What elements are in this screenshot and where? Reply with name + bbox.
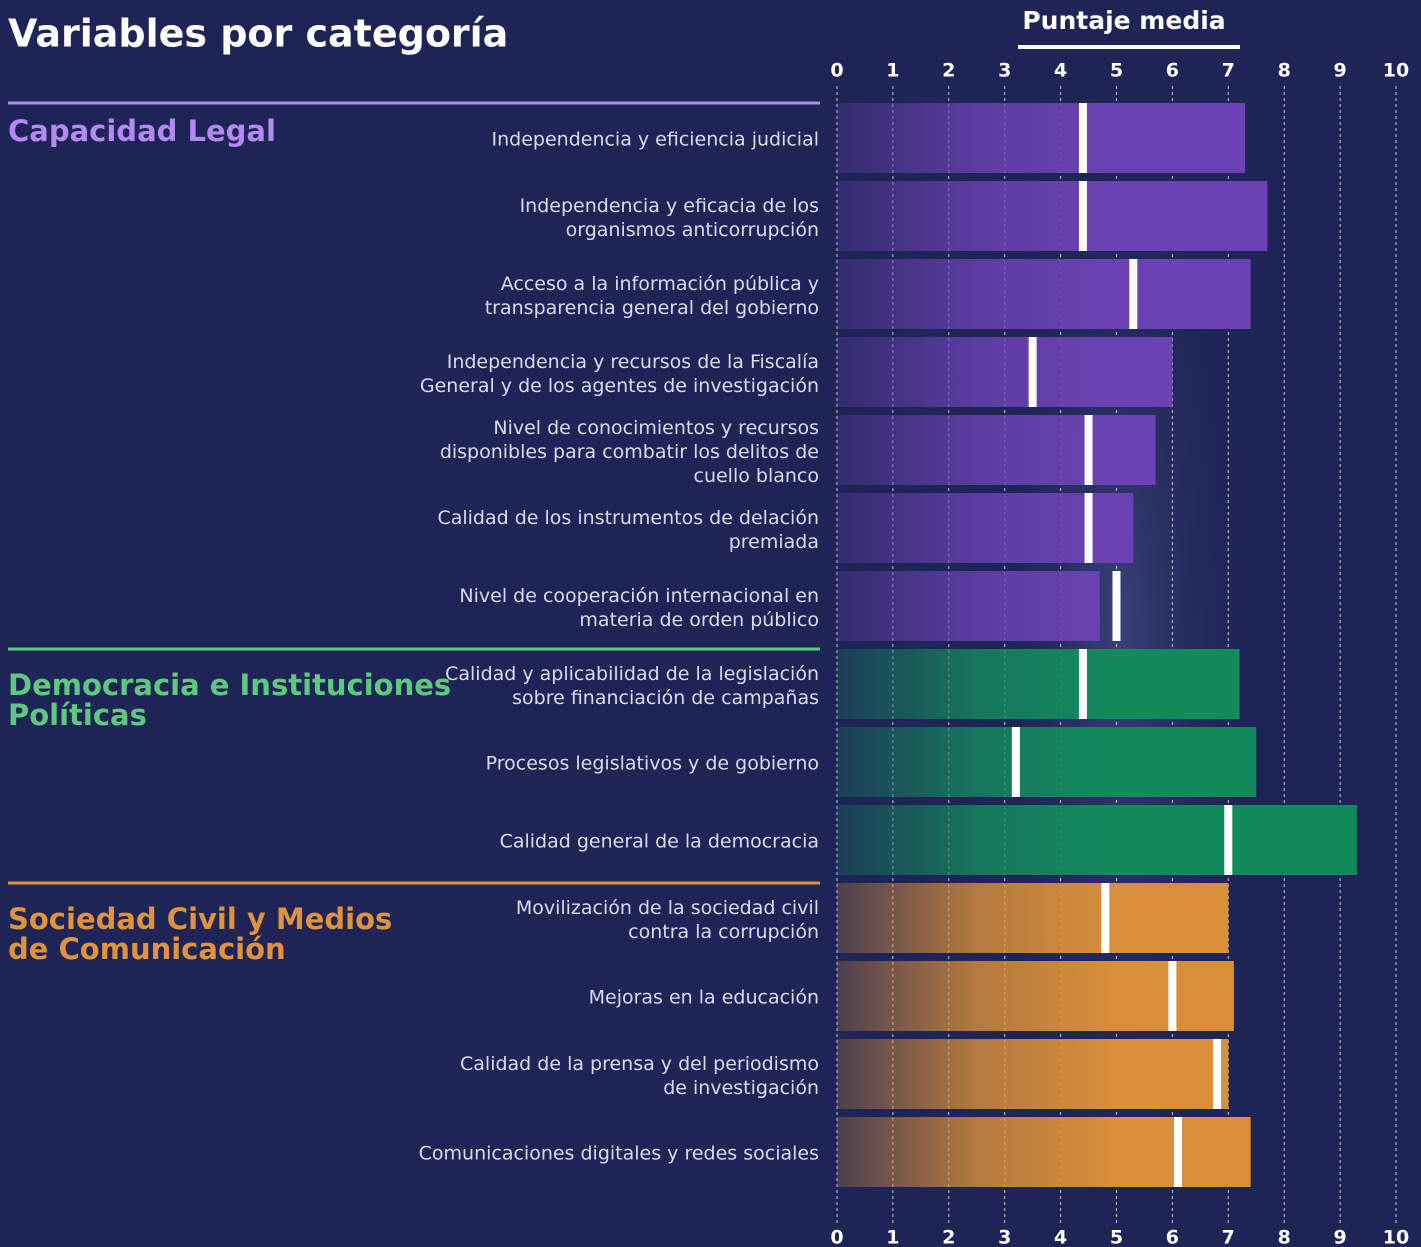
bar — [837, 259, 1251, 329]
x-tick-label: 1 — [886, 1227, 899, 1247]
x-tick-label: 2 — [942, 60, 955, 82]
x-tick-label: 0 — [830, 60, 843, 82]
x-tick-label: 3 — [998, 1227, 1011, 1247]
x-tick-label: 4 — [1054, 1227, 1067, 1247]
x-tick-label: 9 — [1333, 1227, 1346, 1247]
x-tick-label: 6 — [1166, 1227, 1179, 1247]
marker — [1224, 805, 1233, 875]
chart-title: Variables por categoría — [8, 12, 508, 56]
x-tick-label: 8 — [1278, 1227, 1291, 1247]
row-label: Mejoras en la educación — [589, 987, 819, 1009]
marker — [1078, 181, 1087, 251]
x-tick-label: 7 — [1222, 1227, 1235, 1247]
x-tick-label: 0 — [830, 1227, 843, 1247]
marker — [1129, 259, 1138, 329]
axis-title: Puntaje media — [1022, 6, 1225, 35]
x-tick-label: 10 — [1383, 1227, 1409, 1247]
x-tick-label: 10 — [1383, 60, 1409, 82]
marker — [1084, 415, 1093, 485]
row-label: Independencia y eficacia de los organismo… — [520, 195, 819, 241]
marker — [1028, 337, 1037, 407]
x-tick-label: 5 — [1110, 1227, 1123, 1247]
group-title: Democracia e Instituciones Políticas — [8, 668, 451, 732]
marker — [1084, 493, 1093, 563]
marker — [1101, 883, 1110, 953]
row-label: Nivel de cooperación internacional en mat… — [459, 585, 819, 631]
marker — [1078, 649, 1087, 719]
x-tick-label: 6 — [1166, 60, 1179, 82]
x-tick-label: 9 — [1333, 60, 1346, 82]
row-label: Movilización de la sociedad civil contra … — [516, 897, 819, 943]
marker — [1173, 1117, 1182, 1187]
marker — [1213, 1039, 1222, 1109]
row-label: Calidad de los instrumentos de delación p… — [437, 507, 819, 553]
group-title: Capacidad Legal — [8, 114, 276, 148]
bar — [837, 805, 1357, 875]
axis-title-underline — [1018, 45, 1240, 49]
bar — [837, 961, 1234, 1031]
marker — [1168, 961, 1177, 1031]
row-label: Comunicaciones digitales y redes sociale… — [419, 1143, 819, 1165]
x-tick-label: 1 — [886, 60, 899, 82]
marker — [1112, 571, 1121, 641]
row-label: Independencia y eficiencia judicial — [492, 129, 820, 151]
bar — [837, 415, 1156, 485]
bar — [837, 727, 1257, 797]
bar — [837, 103, 1246, 173]
row-label: Independencia y recursos de la Fiscalía G… — [420, 351, 819, 397]
row-label: Acceso a la información pública y transpa… — [485, 273, 819, 319]
bar — [837, 1039, 1229, 1109]
row-label: Nivel de conocimientos y recursos disponi… — [440, 417, 819, 487]
bar — [837, 571, 1100, 641]
row-label: Calidad de la prensa y del periodismo de … — [460, 1053, 819, 1099]
x-tick-label: 3 — [998, 60, 1011, 82]
x-tick-label: 5 — [1110, 60, 1123, 82]
marker — [1078, 103, 1087, 173]
bar — [837, 337, 1173, 407]
row-label: Calidad y aplicabilidad de la legislació… — [445, 663, 819, 709]
x-tick-label: 2 — [942, 1227, 955, 1247]
bar — [837, 1117, 1251, 1187]
bar — [837, 493, 1134, 563]
x-tick-label: 7 — [1222, 60, 1235, 82]
group-title: Sociedad Civil y Medios de Comunicación — [8, 902, 392, 966]
marker — [1011, 727, 1020, 797]
bar — [837, 181, 1268, 251]
bar — [837, 883, 1229, 953]
x-tick-label: 4 — [1054, 60, 1067, 82]
row-label: Calidad general de la democracia — [500, 831, 819, 853]
bar — [837, 649, 1240, 719]
x-tick-label: 8 — [1278, 60, 1291, 82]
row-label: Procesos legislativos y de gobierno — [486, 753, 819, 775]
